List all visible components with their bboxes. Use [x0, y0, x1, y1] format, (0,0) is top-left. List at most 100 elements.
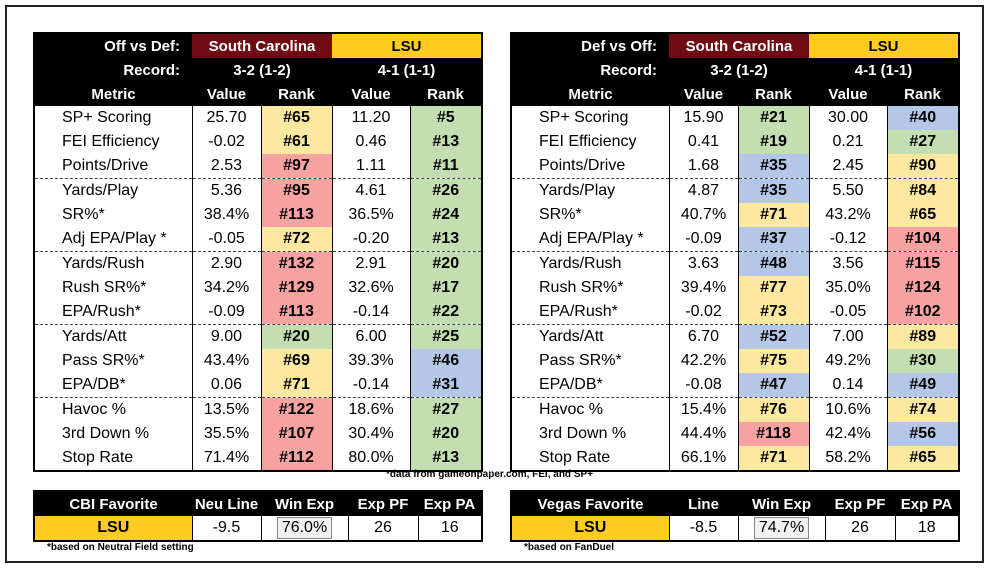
team2-rank: #17 [409, 276, 483, 300]
col-rank: Rank [410, 82, 483, 106]
cbi-win-exp: 76.0% [276, 517, 333, 539]
vegas-note: *based on FanDuel [524, 542, 615, 553]
team2-rank: #124 [886, 276, 960, 300]
team2-rank: #49 [886, 373, 960, 398]
team2-rank: #22 [409, 300, 483, 325]
metric-row: Stop Rate 66.1% #71 58.2% #65 [511, 446, 960, 471]
team1-value: 71.4% [191, 446, 261, 471]
team2-value: 7.00 [808, 324, 888, 349]
team1-rank: #72 [260, 227, 333, 252]
team1-rank: #97 [260, 154, 333, 179]
record-label: Record: [34, 58, 192, 82]
team2-value: 0.46 [331, 130, 411, 154]
team1-rank: #20 [260, 324, 333, 349]
team2-rank: #5 [409, 106, 483, 130]
metric-row: Points/Drive 2.53 #97 1.11 #11 [34, 154, 483, 179]
team1-value: 38.4% [191, 203, 261, 227]
team1-rank: #61 [260, 130, 333, 154]
team2-rank: #31 [409, 373, 483, 398]
metric-label: FEI Efficiency [62, 133, 160, 150]
team1-rank: #37 [737, 227, 810, 252]
data-source-note: *data from gameonpaper.com, FEI, and SP+ [386, 469, 593, 480]
team1-value: 42.2% [668, 349, 738, 373]
metric-label: Adj EPA/Play * [539, 230, 644, 247]
metric-label: SR%* [62, 206, 105, 223]
team2-rank: #102 [886, 300, 960, 325]
team1-value: 15.4% [668, 397, 738, 422]
team2-value: 35.0% [808, 276, 888, 300]
metric-row: Yards/Rush 3.63 #48 3.56 #115 [511, 251, 960, 276]
metric-label: Yards/Play [34, 178, 192, 203]
team1-rank: #107 [260, 422, 333, 446]
team1-record: 3-2 (1-2) [192, 58, 333, 82]
col-value: Value [669, 82, 738, 106]
team1-value: -0.08 [668, 373, 738, 398]
team2-value: 2.91 [331, 251, 411, 276]
team1-value: 1.68 [668, 154, 738, 179]
team1-rank: #52 [737, 324, 810, 349]
team2-value: 30.4% [331, 422, 411, 446]
cbi-win-exp-cell: 76.0% [260, 516, 348, 541]
team1-rank: #129 [260, 276, 333, 300]
metric-row: Adj EPA/Play * -0.05 #72 -0.20 #13 [34, 227, 483, 252]
team2-value: -0.20 [331, 227, 411, 252]
team1-rank: #48 [737, 251, 810, 276]
metric-row: EPA/Rush* -0.09 #113 -0.14 #22 [34, 300, 483, 325]
team1-value: 5.36 [191, 178, 261, 203]
col-rank: Rank [887, 82, 960, 106]
metric-label: EPA/Rush* [539, 303, 618, 320]
team2-value: 10.6% [808, 397, 888, 422]
team2-rank: #40 [886, 106, 960, 130]
team2-value: 1.11 [331, 154, 411, 179]
vegas-exp-pf: 26 [824, 516, 895, 541]
vegas-win-exp-cell: 74.7% [737, 516, 825, 541]
team2-rank: #89 [886, 324, 960, 349]
vegas-win-exp: 74.7% [753, 517, 810, 539]
metric-label: EPA/DB* [539, 376, 603, 393]
team1-rank: #75 [737, 349, 810, 373]
team1-record: 3-2 (1-2) [669, 58, 810, 82]
team2-name: LSU [332, 33, 483, 58]
team1-name: South Carolina [669, 33, 810, 58]
team2-rank: #30 [886, 349, 960, 373]
team1-rank: #47 [737, 373, 810, 398]
team2-rank: #11 [409, 154, 483, 179]
vegas-winexp-header: Win Exp [738, 491, 825, 516]
cbi-header: CBI Favorite [34, 491, 192, 516]
metric-label: 3rd Down % [539, 425, 627, 442]
metric-label: Havoc % [511, 397, 669, 422]
team1-value: 34.2% [191, 276, 261, 300]
team2-value: 6.00 [331, 324, 411, 349]
team2-value: -0.12 [808, 227, 888, 252]
off-vs-def-table: Off vs Def: South Carolina LSU Record: 3… [33, 32, 484, 472]
cbi-line: -9.5 [191, 516, 261, 541]
metric-row: FEI Efficiency -0.02 #61 0.46 #13 [34, 130, 483, 154]
metric-row: SP+ Scoring 25.70 #65 11.20 #5 [34, 106, 483, 130]
metric-row: Havoc % 13.5% #122 18.6% #27 [34, 397, 483, 422]
team1-value: 13.5% [191, 397, 261, 422]
team1-rank: #113 [260, 300, 333, 325]
team2-rank: #27 [409, 397, 483, 422]
vegas-exppa-header: Exp PA [895, 491, 959, 516]
col-rank: Rank [261, 82, 333, 106]
col-value: Value [192, 82, 261, 106]
team1-rank: #71 [737, 446, 810, 471]
team2-value: 42.4% [808, 422, 888, 446]
team2-rank: #27 [886, 130, 960, 154]
team1-rank: #95 [260, 178, 333, 203]
team1-rank: #35 [737, 154, 810, 179]
team2-rank: #13 [409, 446, 483, 471]
team2-value: 0.14 [808, 373, 888, 398]
cbi-exp-pa: 16 [417, 516, 482, 541]
team2-value: 36.5% [331, 203, 411, 227]
panel-title: Off vs Def: [34, 33, 192, 58]
team2-rank: #84 [886, 178, 960, 203]
team1-value: 3.63 [668, 251, 738, 276]
metric-label: Pass SR%* [539, 352, 622, 369]
team1-rank: #65 [260, 106, 333, 130]
team2-record: 4-1 (1-1) [809, 58, 960, 82]
metric-row: EPA/DB* 0.06 #71 -0.14 #31 [34, 373, 483, 398]
metric-row: Havoc % 15.4% #76 10.6% #74 [511, 397, 960, 422]
team2-value: 0.21 [808, 130, 888, 154]
team1-value: 40.7% [668, 203, 738, 227]
